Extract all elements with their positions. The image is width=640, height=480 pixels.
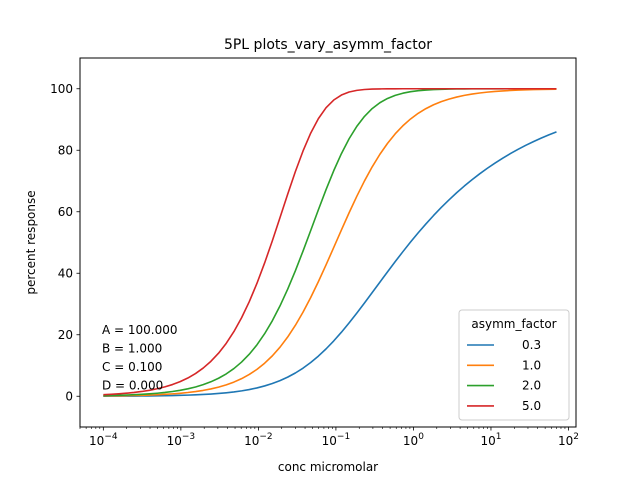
legend-label: 0.3 bbox=[522, 338, 541, 352]
y-tick-label: 60 bbox=[58, 205, 73, 219]
annotation-b: B = 1.000 bbox=[102, 342, 162, 356]
y-tick-label: 100 bbox=[50, 82, 73, 96]
series-line-1.0 bbox=[103, 88, 557, 397]
series-lines bbox=[103, 87, 557, 397]
x-axis-label: conc micromolar bbox=[278, 460, 378, 474]
series-line-0.3 bbox=[103, 131, 557, 397]
x-tick-label: 10−2 bbox=[244, 432, 273, 448]
annotation-a: A = 100.000 bbox=[102, 323, 178, 337]
x-tick-label: 101 bbox=[480, 432, 501, 448]
x-tick-label: 10−3 bbox=[167, 432, 196, 448]
legend: asymm_factor 0.3 1.0 2.0 5.0 bbox=[458, 309, 570, 421]
y-axis-label: percent response bbox=[24, 190, 38, 294]
series-line-5.0 bbox=[103, 87, 557, 396]
annotation-d: D = 0.000 bbox=[102, 379, 163, 393]
legend-label: 1.0 bbox=[522, 358, 541, 372]
parameter-annotations: A = 100.000 B = 1.000 C = 0.100 D = 0.00… bbox=[102, 323, 178, 393]
y-tick-label: 40 bbox=[58, 266, 73, 280]
y-tick-label: 20 bbox=[58, 328, 73, 342]
y-tick-label: 0 bbox=[65, 389, 73, 403]
legend-box bbox=[458, 309, 570, 421]
y-axis-ticks: 0 20 40 60 80 100 bbox=[50, 82, 80, 403]
legend-title: asymm_factor bbox=[471, 317, 556, 331]
x-tick-label: 100 bbox=[403, 432, 424, 448]
x-axis-ticks: 10−4 10−3 10−2 10−1 100 101 102 bbox=[79, 427, 579, 448]
chart-title: 5PL plots_vary_asymm_factor bbox=[224, 37, 432, 53]
x-tick-label: 10−4 bbox=[89, 432, 118, 448]
legend-label: 2.0 bbox=[522, 379, 541, 393]
legend-label: 5.0 bbox=[522, 399, 541, 413]
legend-items: 0.3 1.0 2.0 5.0 bbox=[467, 338, 541, 413]
plot-frame bbox=[79, 57, 577, 428]
x-tick-label: 102 bbox=[558, 432, 579, 448]
x-tick-label: 10−1 bbox=[322, 432, 351, 448]
y-tick-label: 80 bbox=[58, 143, 73, 157]
annotation-c: C = 0.100 bbox=[102, 360, 162, 374]
